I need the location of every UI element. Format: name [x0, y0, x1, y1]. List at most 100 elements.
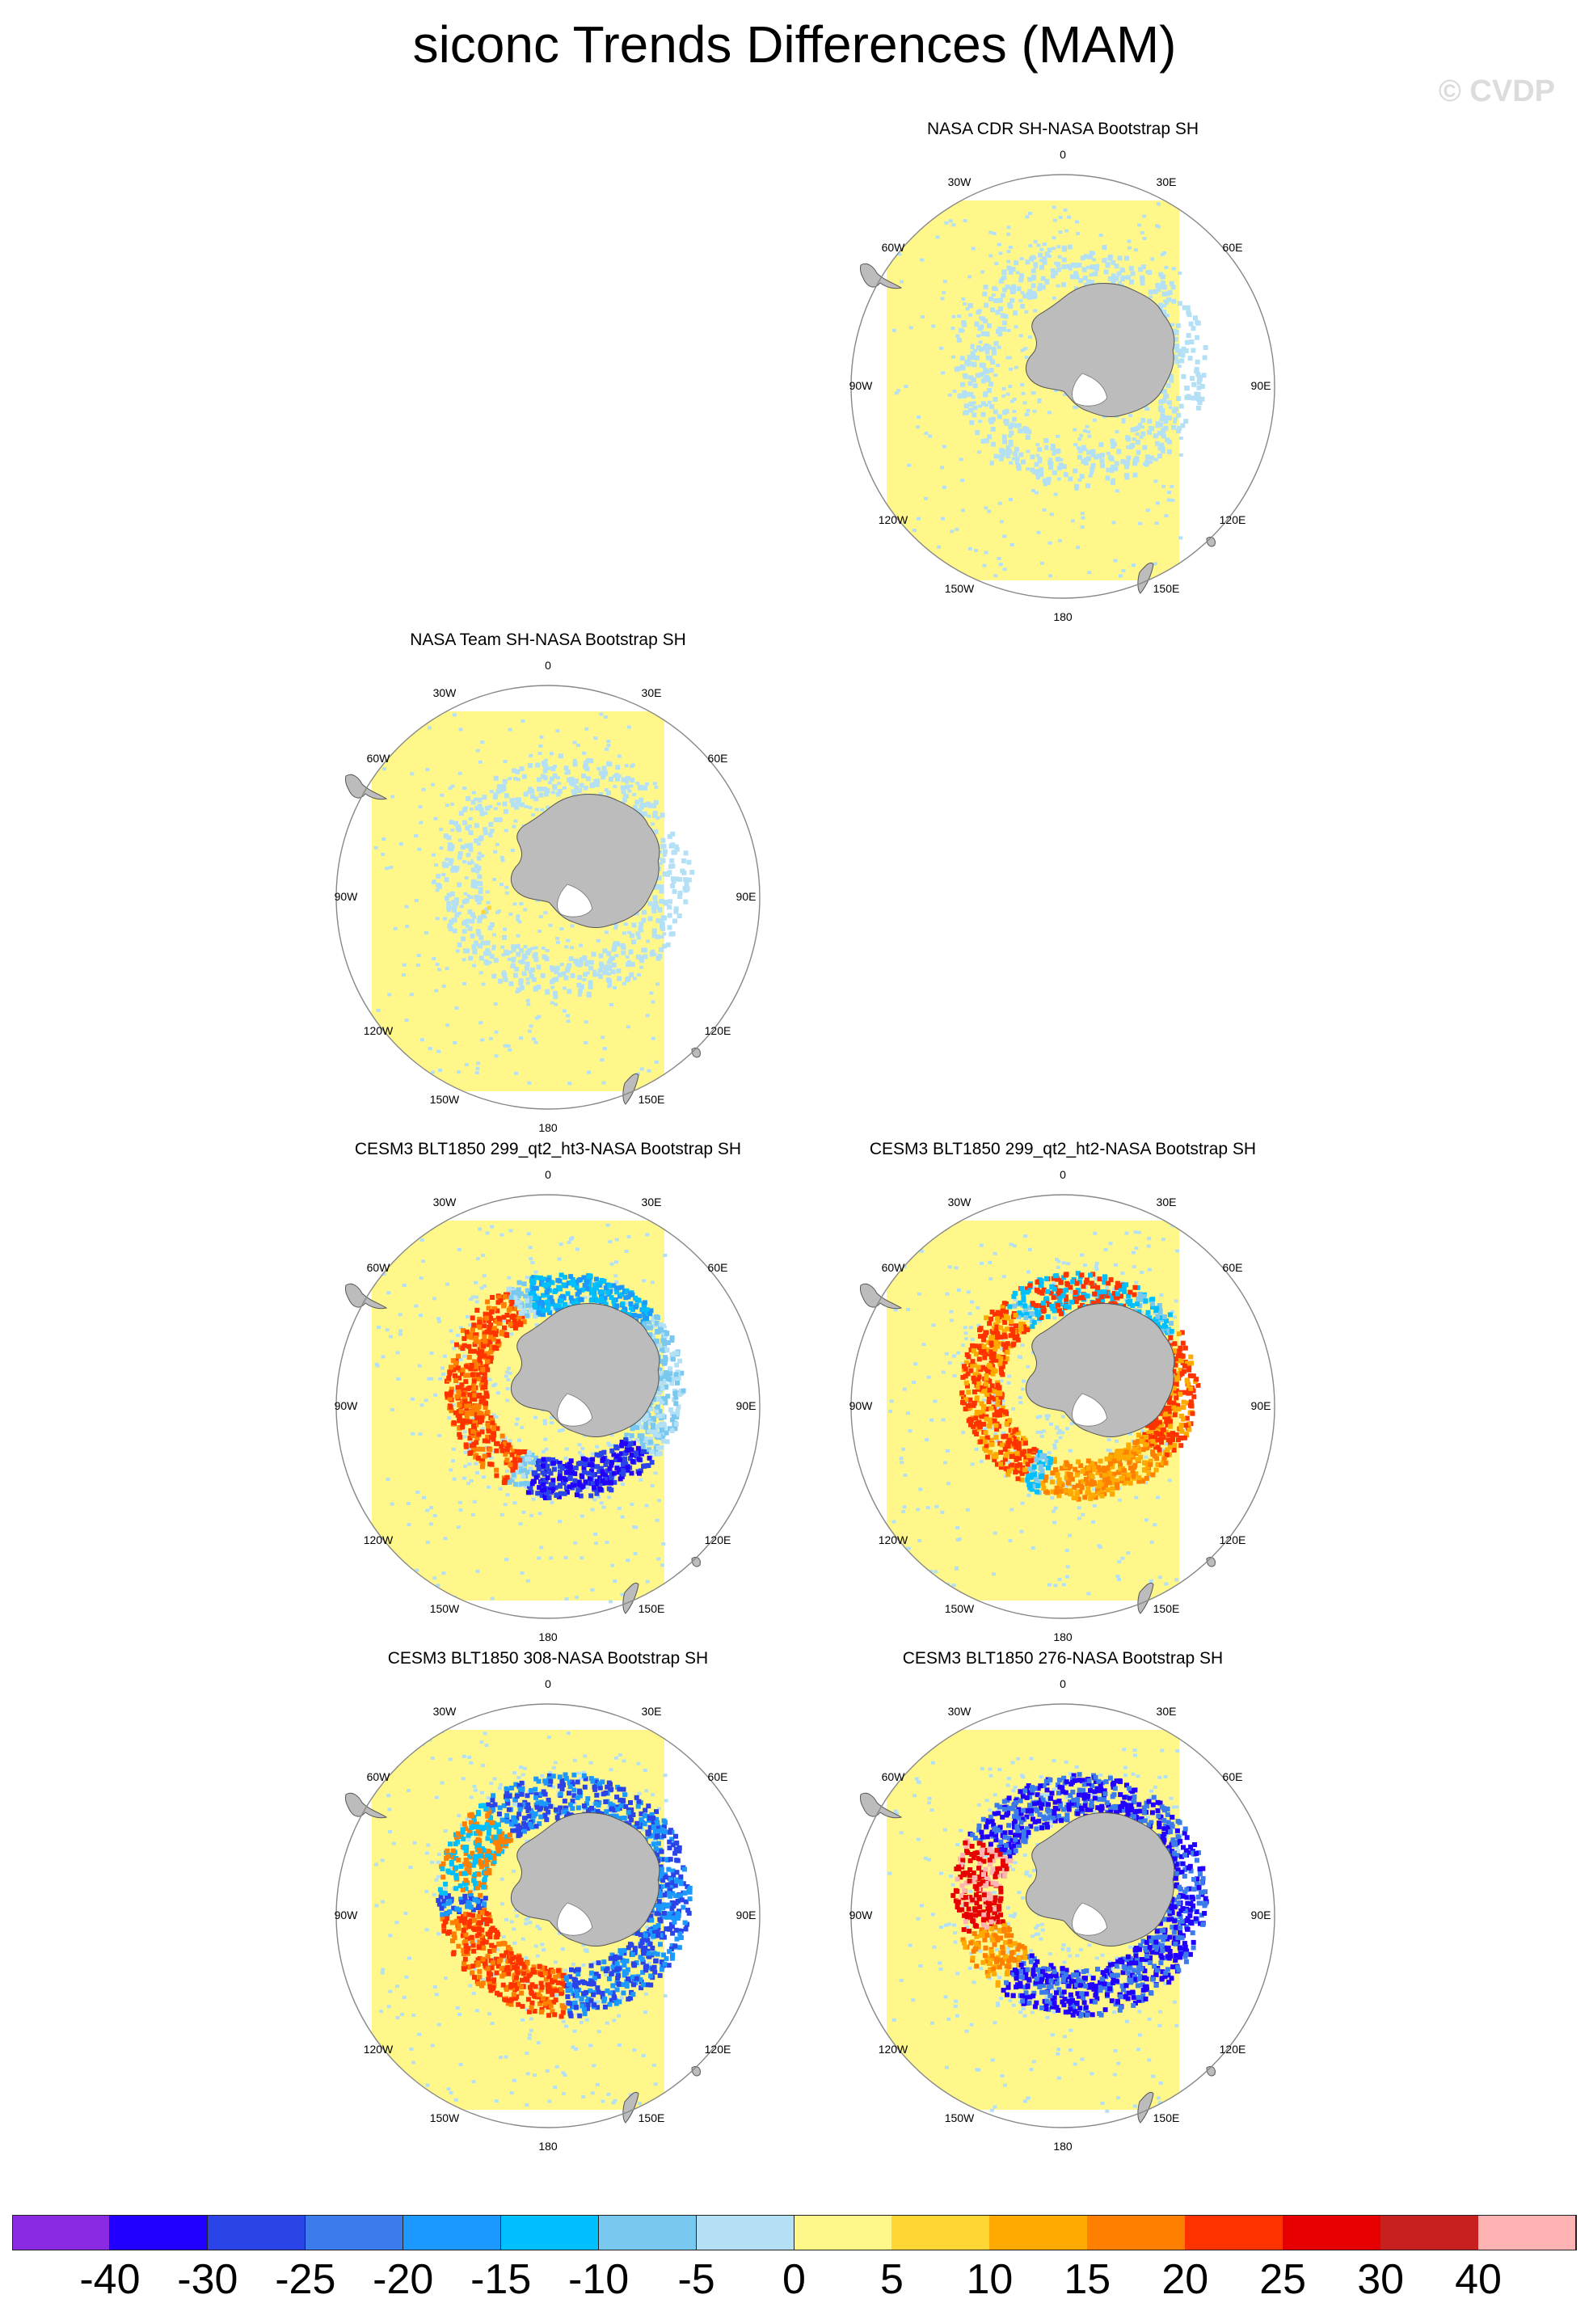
- map-panel-308: CESM3 BLT1850 308-NASA Bootstrap SH 0 30E…: [306, 1649, 790, 2153]
- longitude-label: 120W: [879, 513, 908, 526]
- longitude-label: 120W: [879, 2043, 908, 2056]
- longitude-label: 150E: [639, 2111, 665, 2124]
- longitude-label: 90W: [335, 1399, 359, 1412]
- longitude-label: 180: [1053, 1630, 1073, 1643]
- longitude-label: 90E: [736, 890, 757, 903]
- longitude-label: 90W: [849, 1399, 874, 1412]
- longitude-label: 90W: [335, 890, 359, 903]
- colorbar-tick-label: -15: [470, 2256, 532, 2303]
- longitude-label: 30E: [642, 1196, 662, 1208]
- longitude-label: 0: [1060, 1168, 1066, 1181]
- longitude-label: 30E: [1157, 175, 1177, 188]
- polar-map: 0 30E 60E 90E 120E 150E 180 150W 120W 90W 60W 30W: [335, 1677, 761, 2153]
- polar-map: 0 30E 60E 90E 120E 150E 180 150W 120W 90W 60W 30W: [335, 659, 761, 1134]
- colorbar-tick-label: 15: [1064, 2256, 1111, 2303]
- longitude-label: 150W: [945, 2111, 975, 2124]
- longitude-label: 150E: [1153, 582, 1180, 595]
- longitude-label: 30E: [642, 686, 662, 699]
- colorbar-swatch: [1478, 2215, 1577, 2250]
- longitude-label: 120W: [364, 2043, 394, 2056]
- longitude-label: 0: [545, 1168, 551, 1181]
- longitude-label: 60W: [882, 1770, 906, 1783]
- longitude-label: 60W: [882, 1261, 906, 1274]
- colorbar-swatch: [403, 2215, 502, 2250]
- colorbar: [12, 2215, 1577, 2250]
- colorbar-swatch: [12, 2215, 111, 2250]
- panel-title: CESM3 BLT1850 276-NASA Bootstrap SH: [902, 1649, 1224, 1668]
- colorbar-swatch: [1380, 2215, 1479, 2250]
- panel-title: NASA CDR SH-NASA Bootstrap SH: [926, 120, 1199, 138]
- colorbar-swatch: [109, 2215, 209, 2250]
- longitude-label: 150E: [639, 1602, 665, 1615]
- map-panel-276: CESM3 BLT1850 276-NASA Bootstrap SH 0 30E…: [820, 1649, 1305, 2153]
- longitude-label: 60E: [1223, 1261, 1243, 1274]
- longitude-label: 60W: [367, 1770, 391, 1783]
- longitude-label: 30W: [433, 1196, 457, 1208]
- longitude-label: 60E: [1223, 241, 1243, 254]
- colorbar-tick-label: 25: [1259, 2256, 1307, 2303]
- colorbar-swatch: [989, 2215, 1088, 2250]
- map-panel-ht2: CESM3 BLT1850 299_qt2_ht2-NASA Bootstrap…: [820, 1140, 1305, 1643]
- longitude-label: 120E: [705, 2043, 731, 2056]
- longitude-label: 30W: [948, 175, 972, 188]
- colorbar-swatch: [891, 2215, 990, 2250]
- longitude-label: 0: [545, 659, 551, 672]
- longitude-label: 60W: [367, 752, 391, 765]
- longitude-label: 120E: [705, 1533, 731, 1546]
- longitude-label: 30W: [433, 1705, 457, 1718]
- longitude-label: 60E: [708, 752, 728, 765]
- longitude-label: 30W: [948, 1705, 972, 1718]
- longitude-label: 60E: [708, 1261, 728, 1274]
- colorbar-swatch: [696, 2215, 794, 2250]
- colorbar-swatch: [305, 2215, 404, 2250]
- longitude-label: 90E: [1251, 1399, 1271, 1412]
- colorbar-tick-label: 40: [1455, 2256, 1502, 2303]
- longitude-label: 120W: [879, 1533, 908, 1546]
- panel-title: NASA Team SH-NASA Bootstrap SH: [410, 631, 686, 649]
- longitude-label: 120E: [705, 1024, 731, 1037]
- colorbar-tick-label: -20: [373, 2256, 434, 2303]
- longitude-label: 180: [538, 2140, 558, 2153]
- colorbar-tick-label: -30: [177, 2256, 238, 2303]
- longitude-label: 60E: [1223, 1770, 1243, 1783]
- colorbar-tick-label: -25: [275, 2256, 336, 2303]
- longitude-label: 30W: [433, 686, 457, 699]
- longitude-label: 90W: [849, 1909, 874, 1921]
- longitude-label: 30E: [1157, 1196, 1177, 1208]
- longitude-label: 0: [545, 1677, 551, 1690]
- map-panel-team: NASA Team SH-NASA Bootstrap SH 0 30E 60E 90…: [306, 631, 790, 1134]
- longitude-label: 30W: [948, 1196, 972, 1208]
- map-panel-cdr: NASA CDR SH-NASA Bootstrap SH 0 30E 60E 90E…: [820, 120, 1305, 623]
- longitude-label: 60E: [708, 1770, 728, 1783]
- polar-map: 0 30E 60E 90E 120E 150E 180 150W 120W 90W 60W 30W: [849, 148, 1275, 623]
- longitude-label: 150W: [430, 2111, 460, 2124]
- longitude-label: 180: [538, 1121, 558, 1134]
- colorbar-tick-label: 5: [879, 2256, 904, 2303]
- longitude-label: 120E: [1220, 513, 1246, 526]
- longitude-label: 150W: [430, 1093, 460, 1106]
- figure-title: siconc Trends Differences (MAM): [412, 15, 1177, 74]
- longitude-label: 30E: [642, 1705, 662, 1718]
- longitude-label: 180: [1053, 610, 1073, 623]
- longitude-label: 150E: [639, 1093, 665, 1106]
- colorbar-swatch: [1185, 2215, 1283, 2250]
- longitude-label: 150W: [945, 582, 975, 595]
- colorbar-swatch: [207, 2215, 306, 2250]
- colorbar-tick-label: -40: [79, 2256, 141, 2303]
- longitude-label: 180: [1053, 2140, 1073, 2153]
- colorbar-swatch: [1283, 2215, 1381, 2250]
- longitude-label: 90E: [1251, 379, 1271, 392]
- longitude-label: 150E: [1153, 1602, 1180, 1615]
- longitude-label: 0: [1060, 148, 1066, 161]
- panel-title: CESM3 BLT1850 299_qt2_ht2-NASA Bootstrap…: [869, 1140, 1257, 1158]
- polar-map: 0 30E 60E 90E 120E 150E 180 150W 120W 90W 60W 30W: [849, 1168, 1275, 1643]
- longitude-label: 30E: [1157, 1705, 1177, 1718]
- longitude-label: 150E: [1153, 2111, 1180, 2124]
- longitude-label: 60W: [367, 1261, 391, 1274]
- longitude-label: 150W: [945, 1602, 975, 1615]
- longitude-label: 90E: [736, 1399, 757, 1412]
- polar-map: 0 30E 60E 90E 120E 150E 180 150W 120W 90W 60W 30W: [849, 1677, 1275, 2153]
- longitude-label: 90E: [1251, 1909, 1271, 1921]
- watermark: © CVDP: [1438, 74, 1555, 108]
- longitude-label: 120E: [1220, 2043, 1246, 2056]
